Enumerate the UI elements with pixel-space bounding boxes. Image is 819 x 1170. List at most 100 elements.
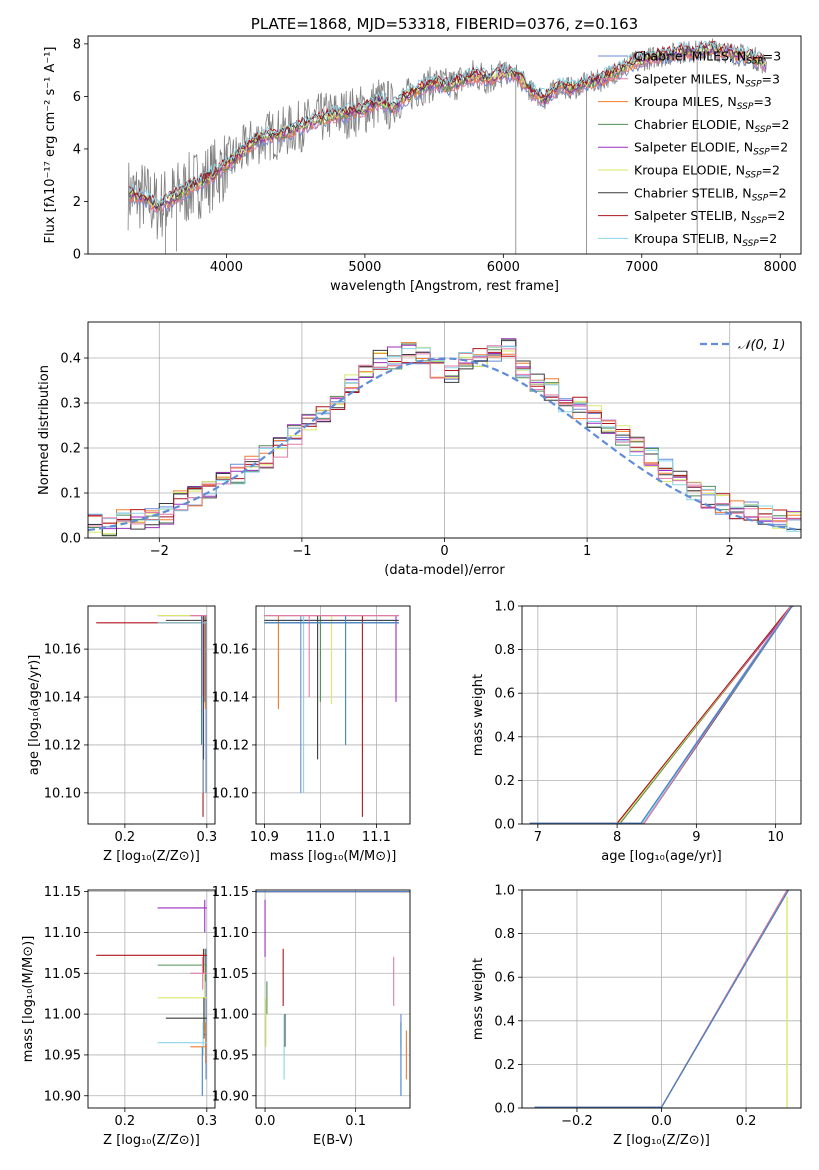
y-tick-label: 10.16 xyxy=(212,643,249,658)
axes-frame xyxy=(87,605,216,825)
legend-label-sub: SSP xyxy=(737,102,754,112)
y-tick-label: 10.90 xyxy=(44,1089,81,1104)
y-tick-label: 0.8 xyxy=(494,927,515,942)
y-tick-label: 0.6 xyxy=(494,687,515,702)
y-tick-label: 11.05 xyxy=(44,967,81,982)
x-tick-label: 11.1 xyxy=(362,830,391,845)
legend-label-sub: SSP xyxy=(753,148,770,158)
x-tick-label: 0.3 xyxy=(196,1114,217,1129)
y-tick-label: 10.14 xyxy=(212,691,249,706)
y-axis-label: Flux [fλ10⁻¹⁷ erg cm⁻² s⁻¹ A⁻¹] xyxy=(43,47,58,244)
y-tick-label: 10.16 xyxy=(44,643,81,658)
legend-label: Chabrier ELODIE, NSSP=2 xyxy=(634,117,789,135)
legend-label-text: Kroupa ELODIE, N xyxy=(634,163,745,178)
y-tick-label: 10.90 xyxy=(212,1089,249,1104)
plot-area xyxy=(127,38,767,254)
model-spectrum-line xyxy=(129,40,767,207)
y-tick-label: 0.4 xyxy=(494,1014,515,1029)
y-tick-label: 0 xyxy=(73,248,81,263)
cumulative-weight-line xyxy=(534,890,789,1108)
plot-area xyxy=(88,338,801,537)
y-tick-label: 0.8 xyxy=(494,643,515,658)
cumulative-weight-line xyxy=(529,606,794,824)
y-tick-label: 11.10 xyxy=(212,926,249,941)
legend-label: Chabrier MILES, NSSP=3 xyxy=(634,49,781,67)
legend-label-sub: SSP xyxy=(745,171,762,181)
legend-label-sub: SSP xyxy=(752,193,769,203)
legend-label-text: Kroupa STELIB, N xyxy=(634,231,742,246)
y-tick-label: 10.10 xyxy=(44,786,81,801)
y-tick-label: 11.15 xyxy=(212,885,249,900)
histogram-series xyxy=(88,345,801,527)
y-tick-label: 6 xyxy=(73,90,81,105)
y-tick-label: 11.00 xyxy=(212,1008,249,1023)
histogram-series xyxy=(88,346,801,532)
plot-area xyxy=(256,891,410,1096)
y-tick-label: 10.12 xyxy=(212,738,249,753)
x-tick-label: 11.0 xyxy=(306,830,335,845)
x-tick-label: 7000 xyxy=(625,260,658,275)
y-tick-label: 1.0 xyxy=(494,600,515,615)
y-axis-label: Normed distribution xyxy=(37,365,52,495)
x-axis-label: Z [log₁₀(Z/Z⊙)] xyxy=(103,1133,200,1148)
legend-label-sub: SSP xyxy=(745,79,762,89)
x-tick-label: 6000 xyxy=(487,260,520,275)
y-tick-label: 10.14 xyxy=(44,691,81,706)
gridlines xyxy=(88,890,215,1108)
cumulative-weight-line xyxy=(529,606,794,824)
y-tick-label: 0.0 xyxy=(60,532,81,547)
x-axis-label: (data-model)/error xyxy=(384,563,505,578)
axes-frame xyxy=(87,889,216,1109)
axes-mass_vs_Z: 0.2 0.3 10.90 10.95 11.00 11.05 11.10 11.15 Z [l… xyxy=(21,885,217,1148)
y-axis-label: mass weight xyxy=(471,958,486,1040)
x-tick-label: 10.9 xyxy=(250,830,279,845)
x-tick-label: 8000 xyxy=(764,260,797,275)
y-tick-label: 2 xyxy=(73,195,81,210)
legend-label: 𝒩(0, 1) xyxy=(738,338,785,353)
axes-frame xyxy=(255,889,411,1109)
x-tick-label: −1 xyxy=(292,544,311,559)
cumulative-weight-line xyxy=(529,606,794,824)
legend-label-value: =2 xyxy=(771,117,789,132)
legend-label-sub: SSP xyxy=(742,239,759,249)
axes-frame xyxy=(521,889,802,1109)
axes-frame xyxy=(255,605,411,825)
normal-curve xyxy=(88,357,799,532)
x-tick-label: 5000 xyxy=(348,260,381,275)
gridlines xyxy=(522,605,801,825)
x-tick-label: 0.0 xyxy=(651,1114,672,1129)
axes-age_vs_mass: 10.9 11.0 11.1 10.10 10.12 10.14 10.16 mass [lo… xyxy=(212,605,411,864)
y-tick-label: 0.2 xyxy=(494,1058,515,1073)
gridlines xyxy=(256,606,410,824)
y-tick-label: 0.2 xyxy=(60,442,81,457)
legend-label: Kroupa ELODIE, NSSP=2 xyxy=(634,163,780,181)
x-axis-label: wavelength [Angstrom, rest frame] xyxy=(330,279,559,294)
y-tick-label: 0.4 xyxy=(494,730,515,745)
y-axis-label: mass [log₁₀(M/M⊙)] xyxy=(21,936,36,1063)
legend-label-text: Salpeter ELODIE, N xyxy=(634,140,753,155)
axes-frame xyxy=(87,321,802,539)
axes-residuals: −2 −1 0 1 2 0.0 0.1 0.2 0.3 0.4 (data-model)/error… xyxy=(37,321,802,578)
plot-area xyxy=(96,899,207,1096)
y-axis-label: age [log₁₀(age/yr)] xyxy=(27,655,42,776)
y-tick-label: 11.10 xyxy=(44,926,81,941)
legend-label-value: =2 xyxy=(768,185,786,200)
legend-label: Salpeter STELIB, NSSP=2 xyxy=(634,208,785,226)
legend-label: Kroupa MILES, NSSP=3 xyxy=(634,94,772,112)
y-tick-label: 10.12 xyxy=(44,738,81,753)
legend-label: Kroupa STELIB, NSSP=2 xyxy=(634,231,777,249)
legend-label-sub: SSP xyxy=(746,57,763,67)
legend-label-value: =3 xyxy=(762,71,780,86)
legend-label-value: =2 xyxy=(762,163,780,178)
x-tick-label: 2 xyxy=(726,544,734,559)
x-axis-label: Z [log₁₀(Z/Z⊙)] xyxy=(613,1133,710,1148)
x-tick-label: 0.1 xyxy=(345,1114,366,1129)
legend-label-text: Chabrier MILES, N xyxy=(634,49,746,64)
legend-label-sub: SSP xyxy=(750,216,767,226)
legend-label-value: =2 xyxy=(767,208,785,223)
legend-label-text: Chabrier STELIB, N xyxy=(634,185,752,200)
y-tick-label: 8 xyxy=(73,37,81,52)
cumulative-weight-line xyxy=(529,606,794,824)
x-axis-label: Z [log₁₀(Z/Z⊙)] xyxy=(103,849,200,864)
